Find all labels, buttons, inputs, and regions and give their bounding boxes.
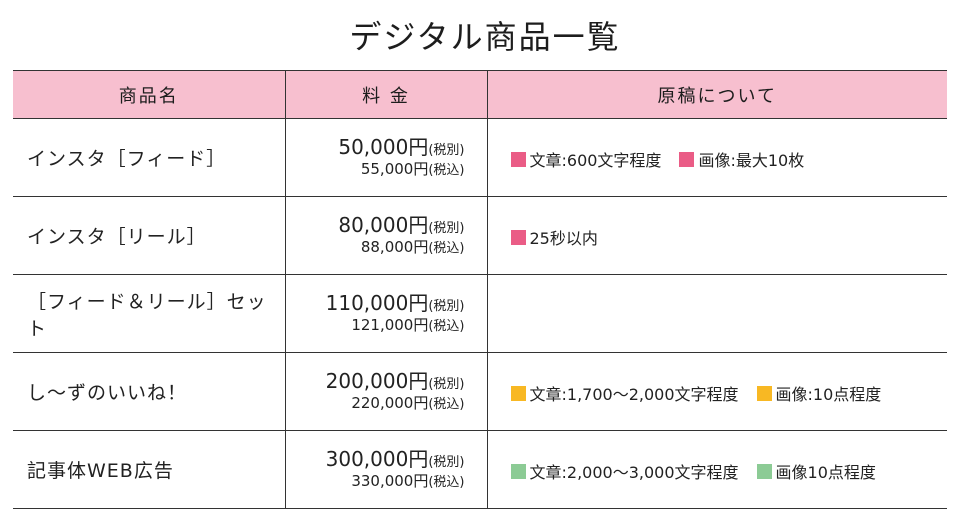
price-incl-tax: 55,000円(税込): [286, 160, 465, 179]
tax-excl-label: (税別): [428, 221, 465, 237]
price-incl-value: 330,000円: [351, 472, 429, 491]
table-row: インスタ［フィード］ 50,000円(税別) 55,000円(税込) 文章:600文字…: [13, 118, 947, 197]
notes-cell: 25秒以内: [487, 196, 947, 275]
price-incl-value: 220,000円: [351, 394, 429, 413]
note-text: 文章:600文字程度: [529, 151, 662, 170]
tax-excl-label: (税別): [428, 377, 465, 393]
notes-cell: [487, 274, 947, 353]
price-cell: 50,000円(税別) 55,000円(税込): [285, 118, 488, 197]
notes-cell: 文章:2,000〜3,000文字程度 画像10点程度: [487, 430, 947, 509]
tax-excl-label: (税別): [428, 455, 465, 471]
price-incl-tax: 88,000円(税込): [286, 238, 465, 257]
color-square-icon: [510, 385, 526, 401]
note-text: 文章:2,000〜3,000文字程度: [529, 463, 739, 482]
price-incl-tax: 220,000円(税込): [286, 394, 465, 413]
note-item: 文章:1,700〜2,000文字程度: [510, 381, 739, 405]
note-text: 画像:最大10枚: [698, 151, 805, 170]
price-incl-tax: 121,000円(税込): [286, 316, 465, 335]
note-text: 文章:1,700〜2,000文字程度: [529, 385, 739, 404]
price-excl-value: 50,000円: [338, 135, 429, 160]
price-excl-tax: 50,000円(税別): [286, 135, 465, 160]
product-name: し〜ずのいいね！: [13, 352, 286, 431]
price-cell: 80,000円(税別) 88,000円(税込): [285, 196, 488, 275]
note-item: 25秒以内: [510, 225, 598, 249]
color-square-icon: [510, 229, 526, 245]
note-item: 画像:10点程度: [756, 381, 882, 405]
price-cell: 110,000円(税別) 121,000円(税込): [285, 274, 488, 353]
price-excl-tax: 200,000円(税別): [286, 369, 465, 394]
price-excl-tax: 110,000円(税別): [286, 291, 465, 316]
note-item: 文章:600文字程度: [510, 147, 662, 171]
color-square-icon: [679, 151, 695, 167]
tax-excl-label: (税別): [428, 299, 465, 315]
note-text: 画像10点程度: [775, 463, 876, 482]
price-excl-tax: 300,000円(税別): [286, 447, 465, 472]
tax-incl-label: (税込): [428, 397, 465, 413]
table-header-row: 商品名 料 金 原稿について: [13, 70, 947, 119]
table-row: 記事体WEB広告 300,000円(税別) 330,000円(税込) 文章:2,000…: [13, 430, 947, 509]
note-item: 画像10点程度: [756, 459, 876, 483]
notes-cell: 文章:600文字程度 画像:最大10枚: [487, 118, 947, 197]
price-incl-value: 88,000円: [360, 238, 429, 257]
product-name: ［フィード＆リール］セット: [13, 274, 286, 353]
price-incl-value: 121,000円: [351, 316, 429, 335]
price-excl-value: 300,000円: [325, 447, 429, 472]
table-row: ［フィード＆リール］セット 110,000円(税別) 121,000円(税込): [13, 274, 947, 353]
color-square-icon: [756, 385, 772, 401]
page-title: デジタル商品一覧: [349, 18, 621, 56]
table-row: し〜ずのいいね！ 200,000円(税別) 220,000円(税込) 文章:1,700…: [13, 352, 947, 431]
notes-cell: 文章:1,700〜2,000文字程度 画像:10点程度: [487, 352, 947, 431]
price-excl-value: 110,000円: [325, 291, 429, 316]
tax-incl-label: (税込): [428, 319, 465, 335]
color-square-icon: [510, 463, 526, 479]
price-cell: 300,000円(税別) 330,000円(税込): [285, 430, 488, 509]
note-item: 文章:2,000〜3,000文字程度: [510, 459, 739, 483]
note-item: 画像:最大10枚: [679, 147, 804, 171]
header-product-name: 商品名: [13, 70, 286, 119]
price-excl-value: 200,000円: [325, 369, 429, 394]
price-excl-tax: 80,000円(税別): [286, 213, 465, 238]
note-text: 画像:10点程度: [775, 385, 882, 404]
header-notes: 原稿について: [487, 70, 947, 119]
tax-incl-label: (税込): [428, 163, 465, 179]
tax-incl-label: (税込): [428, 475, 465, 491]
price-incl-value: 55,000円: [360, 160, 429, 179]
product-name: インスタ［リール］: [13, 196, 286, 275]
product-table: 商品名 料 金 原稿について インスタ［フィード］ 50,000円(税別) 55,0…: [13, 70, 947, 509]
header-price: 料 金: [285, 70, 488, 119]
price-incl-tax: 330,000円(税込): [286, 472, 465, 491]
price-excl-value: 80,000円: [338, 213, 429, 238]
table-row: インスタ［リール］ 80,000円(税別) 88,000円(税込) 25秒以内: [13, 196, 947, 275]
color-square-icon: [756, 463, 772, 479]
product-name: 記事体WEB広告: [13, 430, 286, 509]
product-name: インスタ［フィード］: [13, 118, 286, 197]
price-cell: 200,000円(税別) 220,000円(税込): [285, 352, 488, 431]
color-square-icon: [510, 151, 526, 167]
tax-incl-label: (税込): [428, 241, 465, 257]
tax-excl-label: (税別): [428, 143, 465, 159]
note-text: 25秒以内: [529, 229, 598, 248]
